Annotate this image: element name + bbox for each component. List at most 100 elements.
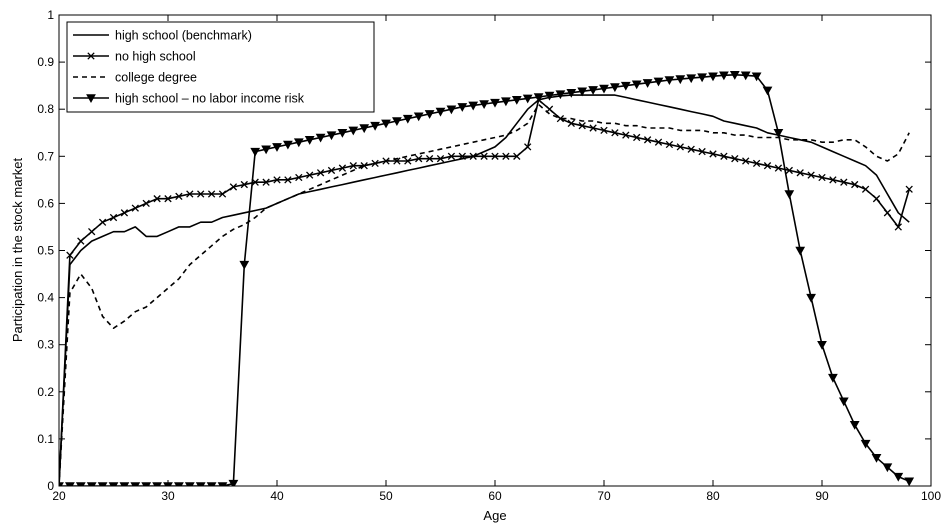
series-line bbox=[59, 103, 910, 486]
data-point bbox=[337, 128, 348, 138]
data-point bbox=[184, 482, 195, 486]
legend-item: high school – no labor income risk bbox=[73, 92, 305, 106]
data-point bbox=[457, 103, 468, 112]
data-point bbox=[829, 176, 837, 184]
legend-label: high school – no labor income risk bbox=[115, 92, 305, 106]
data-point bbox=[719, 71, 729, 81]
data-point bbox=[163, 482, 173, 486]
series-line bbox=[59, 94, 910, 486]
data-point bbox=[447, 152, 456, 160]
data-point bbox=[360, 162, 368, 170]
y-axis-label: Participation in the stock market bbox=[10, 157, 25, 342]
x-marker bbox=[87, 52, 95, 60]
x-tick-label: 50 bbox=[379, 489, 393, 503]
data-point bbox=[729, 71, 740, 80]
legend-box bbox=[66, 21, 375, 113]
x-axis-label: Age bbox=[483, 508, 506, 523]
data-point bbox=[262, 178, 270, 186]
data-point bbox=[544, 91, 555, 101]
data-point bbox=[108, 482, 119, 486]
data-point bbox=[599, 84, 609, 94]
data-point bbox=[807, 171, 815, 179]
data-point bbox=[425, 154, 434, 163]
data-point bbox=[522, 94, 533, 104]
x-tick-label: 90 bbox=[815, 489, 829, 503]
data-point bbox=[458, 152, 466, 160]
data-point bbox=[65, 482, 75, 486]
data-point bbox=[818, 173, 826, 182]
x-tick-label: 40 bbox=[270, 489, 284, 503]
data-point bbox=[838, 397, 849, 407]
data-point bbox=[720, 152, 728, 160]
data-point bbox=[578, 122, 586, 130]
data-point bbox=[860, 439, 871, 449]
data-point bbox=[229, 183, 238, 191]
data-point bbox=[882, 463, 893, 473]
data-point bbox=[796, 169, 804, 177]
data-point bbox=[871, 453, 882, 463]
data-point bbox=[109, 213, 118, 222]
data-point bbox=[164, 195, 172, 203]
data-point bbox=[206, 482, 217, 486]
data-point bbox=[752, 159, 761, 168]
data-point bbox=[415, 154, 423, 163]
axis-ticks: 20 30 40 50 60 70 80 90 100 0 0.1 0.2 0.3 0.4 0.5 0.6 0.… bbox=[37, 8, 941, 503]
data-point bbox=[589, 124, 597, 132]
series-4 bbox=[59, 71, 915, 486]
data-point bbox=[633, 133, 641, 142]
y-tick-label: 0.6 bbox=[37, 196, 54, 210]
data-point bbox=[197, 190, 205, 198]
data-point bbox=[424, 110, 435, 119]
data-point bbox=[687, 145, 695, 153]
data-point bbox=[556, 114, 565, 123]
data-point bbox=[469, 152, 477, 160]
y-tick-label: 1 bbox=[47, 8, 54, 22]
data-point bbox=[622, 131, 630, 139]
data-point bbox=[130, 482, 141, 486]
data-point bbox=[186, 190, 194, 198]
data-point bbox=[894, 223, 902, 231]
data-point bbox=[371, 159, 379, 168]
data-point bbox=[119, 482, 130, 486]
data-point bbox=[513, 152, 521, 160]
data-point bbox=[654, 138, 663, 146]
data-point bbox=[840, 178, 848, 186]
series-1 bbox=[59, 94, 910, 486]
data-point bbox=[620, 81, 631, 91]
data-point bbox=[152, 482, 162, 486]
data-point bbox=[676, 143, 684, 151]
data-point bbox=[566, 88, 577, 98]
data-point bbox=[501, 97, 511, 107]
data-point bbox=[611, 129, 619, 137]
data-point bbox=[773, 128, 784, 138]
data-point bbox=[207, 190, 216, 198]
legend: high school (benchmark) no high school col… bbox=[66, 21, 375, 113]
data-point bbox=[141, 482, 152, 486]
data-point bbox=[174, 482, 184, 486]
data-point bbox=[315, 133, 326, 143]
data-point bbox=[381, 119, 391, 129]
data-point bbox=[784, 190, 795, 200]
data-point bbox=[359, 124, 370, 134]
data-point bbox=[131, 204, 139, 212]
x-tick-label: 80 bbox=[706, 489, 720, 503]
data-point bbox=[293, 138, 304, 148]
data-point bbox=[740, 71, 751, 81]
data-point bbox=[872, 195, 881, 203]
data-point bbox=[153, 195, 161, 203]
y-tick-label: 0.1 bbox=[37, 432, 54, 446]
legend-item: college degree bbox=[73, 71, 197, 85]
y-tick-label: 0.7 bbox=[37, 149, 54, 163]
y-tick-label: 0.9 bbox=[37, 55, 54, 69]
data-point bbox=[228, 479, 239, 486]
data-point bbox=[643, 136, 652, 144]
legend-item: high school (benchmark) bbox=[73, 29, 252, 43]
x-tick-label: 70 bbox=[597, 489, 611, 503]
data-point bbox=[849, 421, 860, 430]
x-tick-label: 30 bbox=[161, 489, 175, 503]
data-point bbox=[686, 74, 697, 84]
series-layer bbox=[59, 71, 915, 486]
data-point bbox=[402, 114, 413, 124]
data-point bbox=[436, 154, 445, 163]
data-point bbox=[709, 150, 717, 158]
